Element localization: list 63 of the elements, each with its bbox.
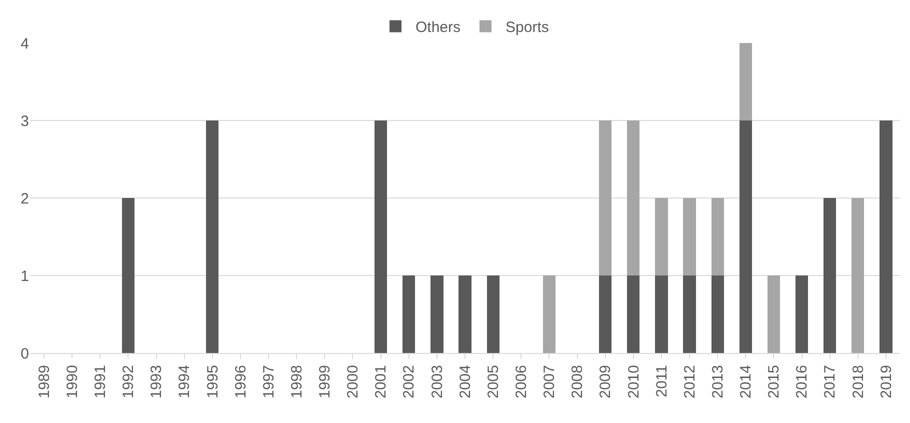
x-tick-label: 2012 bbox=[681, 365, 698, 398]
legend-label: Others bbox=[416, 19, 461, 36]
bar bbox=[542, 276, 556, 353]
x-tick-label: 2017 bbox=[822, 365, 839, 398]
bar bbox=[486, 276, 500, 353]
bar bbox=[711, 198, 724, 276]
bar bbox=[683, 198, 696, 276]
bar bbox=[852, 198, 864, 353]
x-tick-label: 2015 bbox=[766, 365, 783, 398]
legend-label: Sports bbox=[506, 19, 549, 36]
bar bbox=[795, 276, 808, 353]
x-tick-label: 2007 bbox=[541, 365, 558, 398]
bar bbox=[122, 198, 135, 353]
bar bbox=[599, 276, 612, 353]
x-tick-label: 1990 bbox=[64, 365, 81, 398]
x-tick-label: 1995 bbox=[204, 365, 222, 398]
x-tick-label: 2014 bbox=[738, 365, 755, 398]
x-tick-label: 2008 bbox=[569, 365, 586, 398]
bar bbox=[627, 276, 640, 353]
x-tick-label: 2004 bbox=[456, 365, 474, 398]
bar bbox=[880, 120, 892, 353]
bar bbox=[206, 120, 219, 353]
bar bbox=[655, 276, 668, 353]
x-tick-label: 2002 bbox=[400, 365, 418, 398]
x-tick-label: 1996 bbox=[232, 365, 250, 398]
x-tick-label: 1998 bbox=[288, 365, 306, 398]
x-tick-label: 2018 bbox=[850, 365, 867, 398]
y-tick-label: 4 bbox=[20, 35, 29, 52]
x-tick-label: 1999 bbox=[316, 365, 334, 398]
bar bbox=[430, 276, 444, 353]
x-tick-label: 1994 bbox=[176, 365, 194, 398]
x-tick-label: 1992 bbox=[120, 365, 138, 398]
x-tick-label: 1993 bbox=[148, 365, 166, 398]
x-tick-label: 2006 bbox=[513, 365, 530, 398]
bar bbox=[767, 276, 780, 353]
x-tick-label: 1997 bbox=[260, 365, 278, 398]
x-tick-label: 2010 bbox=[625, 365, 642, 398]
x-tick-label: 2011 bbox=[653, 365, 670, 398]
bar bbox=[824, 198, 836, 353]
bar bbox=[458, 276, 472, 353]
y-tick-label: 0 bbox=[20, 345, 29, 362]
y-tick-label: 3 bbox=[20, 112, 29, 130]
bar bbox=[655, 198, 668, 276]
bar bbox=[711, 276, 724, 353]
x-tick-label: 1989 bbox=[36, 365, 53, 398]
bar bbox=[739, 120, 752, 353]
x-tick-label: 2013 bbox=[709, 365, 726, 398]
bar bbox=[627, 120, 640, 276]
bar bbox=[683, 276, 696, 353]
x-tick-label: 2001 bbox=[372, 365, 390, 398]
x-tick-label: 2019 bbox=[878, 365, 895, 398]
bar bbox=[739, 43, 752, 120]
x-tick-label: 2016 bbox=[794, 365, 811, 398]
x-tick-label: 2005 bbox=[484, 365, 502, 398]
x-tick-label: 1991 bbox=[92, 365, 110, 398]
x-tick-label: 2009 bbox=[597, 365, 614, 398]
bar bbox=[374, 120, 388, 353]
x-tick-label: 2000 bbox=[344, 365, 362, 398]
y-tick-label: 2 bbox=[20, 190, 29, 208]
bar bbox=[402, 276, 416, 353]
y-tick-label: 1 bbox=[20, 268, 29, 285]
x-tick-label: 2003 bbox=[428, 365, 446, 398]
bar bbox=[599, 120, 612, 276]
